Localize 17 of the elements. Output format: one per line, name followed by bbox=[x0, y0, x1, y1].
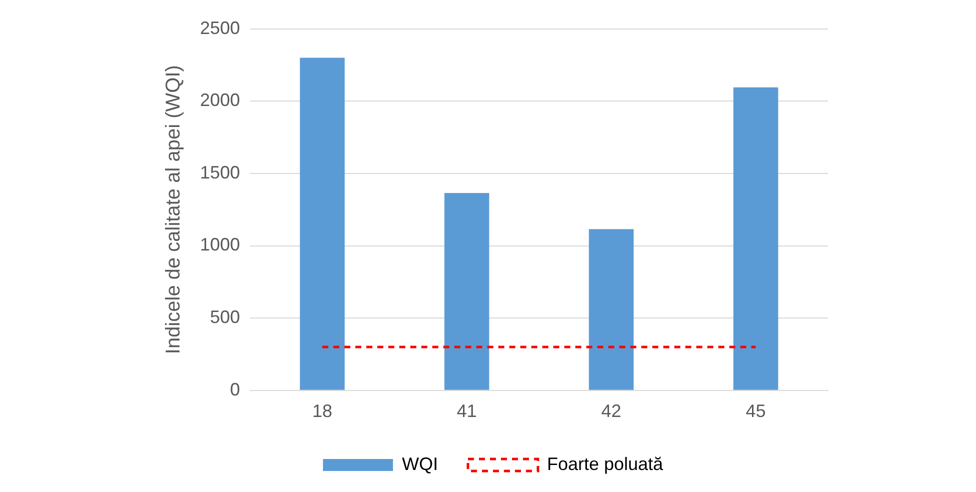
legend-label: WQI bbox=[402, 454, 438, 474]
y-tick-label: 2500 bbox=[200, 18, 240, 38]
bar bbox=[733, 87, 778, 390]
bar bbox=[444, 192, 490, 390]
bar bbox=[300, 58, 345, 390]
x-tick-label: 41 bbox=[456, 401, 477, 422]
x-tick-label: 18 bbox=[312, 401, 332, 422]
bar bbox=[588, 229, 634, 390]
y-tick-label: 0 bbox=[230, 379, 240, 400]
y-axis-title: Indicele de calitate al apei (WQI) bbox=[162, 65, 185, 354]
y-tick-label: 500 bbox=[210, 307, 240, 328]
x-tick-label: 42 bbox=[601, 401, 622, 422]
y-tick-label: 1500 bbox=[200, 162, 240, 182]
legend-label: Foarte poluată bbox=[546, 454, 664, 474]
y-tick-label: 2000 bbox=[200, 90, 240, 110]
x-tick-label: 45 bbox=[746, 401, 766, 422]
y-tick-label: 1000 bbox=[200, 234, 240, 255]
